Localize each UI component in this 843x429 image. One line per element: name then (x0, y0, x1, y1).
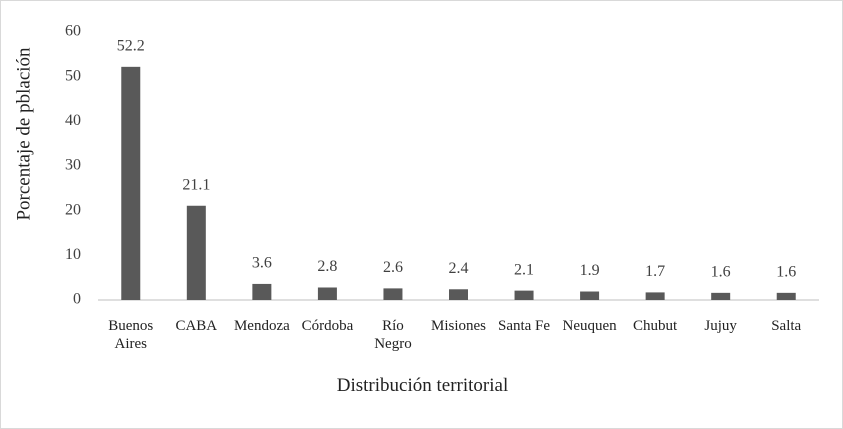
y-tick-label: 60 (65, 23, 81, 40)
x-tick-label: Buenos Aires (108, 318, 154, 352)
x-tick-label: Santa Fe (497, 318, 551, 334)
y-tick-label: 50 (65, 67, 81, 84)
x-tick-label: Córdoba (301, 318, 354, 334)
value-label: 2.4 (449, 260, 469, 277)
bar (317, 287, 337, 300)
bar (449, 289, 468, 300)
x-tick-label: Neuquen (562, 318, 617, 334)
bar (711, 292, 731, 300)
x-tick-label: Río Negro (374, 318, 412, 352)
bar (514, 290, 534, 300)
x-axis-title: Distribución territorial (336, 375, 509, 396)
y-axis-title: Porcentaje de pblación (13, 47, 34, 221)
y-tick-label: 10 (65, 246, 81, 263)
value-label: 1.9 (580, 262, 600, 279)
bar (580, 291, 600, 300)
y-tick-label: 40 (65, 112, 81, 129)
y-tick-label: 30 (65, 157, 81, 174)
value-label: 3.6 (252, 255, 272, 272)
x-tick-label: Misiones (430, 318, 486, 334)
y-tick-label: 0 (73, 291, 81, 308)
value-label: 2.8 (317, 258, 337, 275)
x-tick-label: Salta (771, 318, 802, 334)
bar (645, 292, 665, 300)
x-tick-label: CABA (175, 318, 218, 334)
x-tick-label: Jujuy (704, 318, 737, 334)
value-label: 1.7 (645, 263, 665, 280)
bar (252, 283, 272, 300)
y-tick-label: 20 (65, 201, 81, 218)
x-tick-label: Chubut (633, 318, 678, 334)
bar (121, 66, 141, 300)
value-label: 2.6 (383, 259, 403, 276)
value-label: 1.6 (776, 264, 796, 281)
value-label: 1.6 (711, 264, 731, 281)
value-label: 21.1 (182, 176, 210, 193)
bar (383, 288, 403, 300)
bar (776, 292, 796, 300)
bar (186, 205, 206, 300)
value-label: 2.1 (514, 261, 534, 278)
value-label: 52.2 (117, 38, 145, 55)
x-tick-label: Mendoza (233, 318, 290, 334)
